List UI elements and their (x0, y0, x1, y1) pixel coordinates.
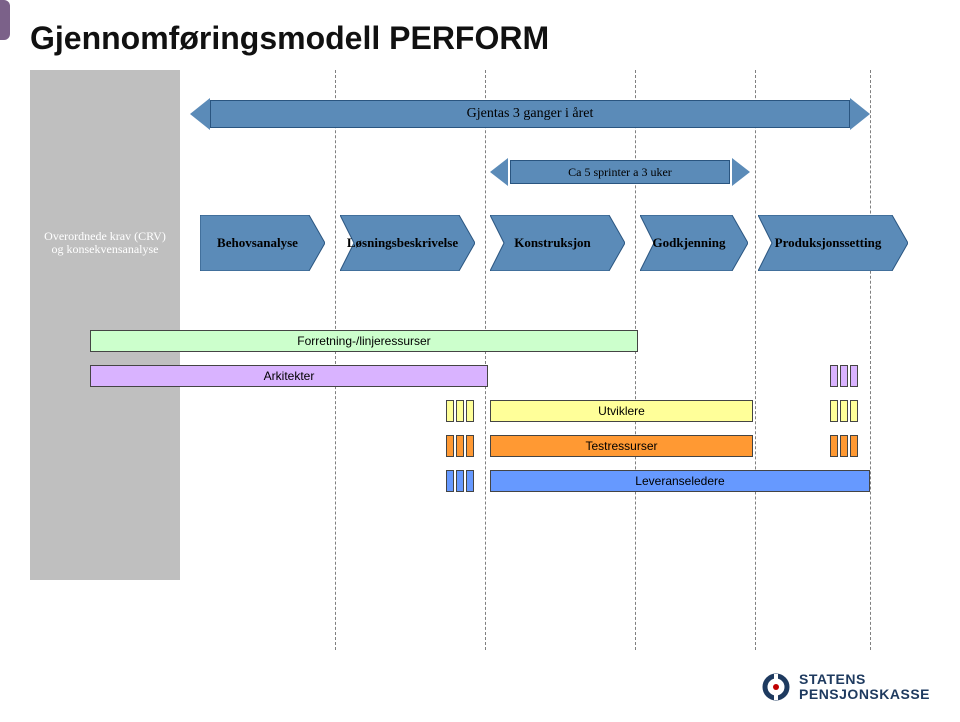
bar-label: Arkitekter (264, 369, 315, 383)
logo-icon (761, 672, 791, 702)
bar-label: Utviklere (598, 404, 645, 418)
bar-test: Testressurser (490, 435, 753, 457)
divider-line (635, 70, 636, 650)
mini-utviklere-left (446, 400, 474, 422)
mini-test-right (830, 435, 858, 457)
stage-label: Godkjenning (646, 215, 732, 271)
bar-label: Testressurser (585, 439, 657, 453)
divider-line (755, 70, 756, 650)
bar-utviklere: Utviklere (490, 400, 753, 422)
repeat-arrow: Gjentas 3 ganger i året (190, 100, 870, 128)
sprint-arrow-label: Ca 5 sprinter a 3 uker (510, 160, 730, 184)
logo-line2: PENSJONSKASSE (799, 687, 930, 702)
sprint-arrow: Ca 5 sprinter a 3 uker (490, 160, 750, 184)
stage-prod: Produksjonssetting (758, 215, 908, 271)
stage-konstruksjon: Konstruksjon (490, 215, 625, 271)
mini-utviklere-right (830, 400, 858, 422)
mini-test-left (446, 435, 474, 457)
repeat-arrow-label: Gjentas 3 ganger i året (210, 100, 850, 128)
bar-label: Leveranseledere (635, 474, 724, 488)
divider-line (870, 70, 871, 650)
stage-behov: Behovsanalyse (200, 215, 325, 271)
stage-label: Løsningsbeskrivelse (346, 215, 459, 271)
divider-line (335, 70, 336, 650)
background-phase-block (30, 70, 180, 580)
bar-arkitekter: Arkitekter (90, 365, 488, 387)
stage-label: Behovsanalyse (206, 215, 309, 271)
stage-losning: Løsningsbeskrivelse (340, 215, 475, 271)
mini-arkitekter-right (830, 365, 858, 387)
stage-godkjenning: Godkjenning (640, 215, 748, 271)
bar-label: Forretning-/linjeressurser (297, 334, 430, 348)
bar-forretning: Forretning-/linjeressurser (90, 330, 638, 352)
divider-line (485, 70, 486, 650)
stage-overordnede: Overordnede krav (CRV) og konsekvensanal… (42, 215, 168, 271)
mini-leveranse-left (446, 470, 474, 492)
stage-label: Overordnede krav (CRV) og konsekvensanal… (42, 215, 168, 271)
page-title: Gjennomføringsmodell PERFORM (30, 20, 549, 57)
logo-line1: STATENS (799, 672, 930, 687)
side-tab (0, 0, 10, 40)
logo: STATENS PENSJONSKASSE (761, 672, 930, 702)
stage-label: Produksjonssetting (764, 215, 892, 271)
stage-label: Konstruksjon (496, 215, 609, 271)
bar-leveranse: Leveranseledere (490, 470, 870, 492)
